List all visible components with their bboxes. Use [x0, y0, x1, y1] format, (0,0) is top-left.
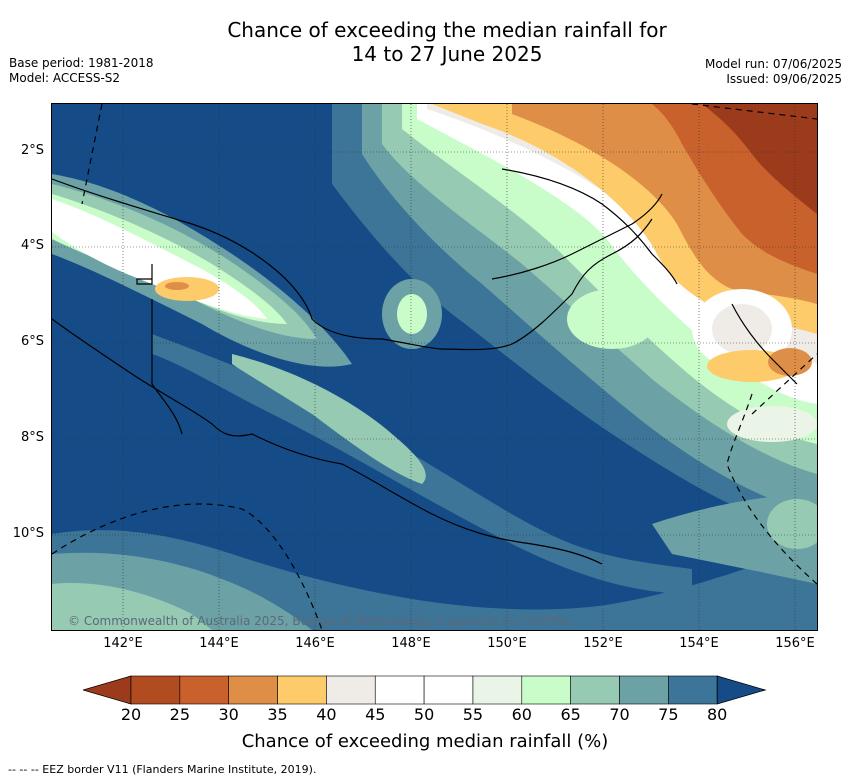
colorbar-segment [374, 675, 425, 705]
fill-orange-west [165, 282, 189, 290]
colorbar-segment [619, 675, 669, 705]
lat-tick-8s: 8°S [20, 430, 44, 445]
fill-white-newbritain [397, 294, 427, 334]
lon-tick-152e: 152°E [583, 636, 623, 651]
run-info: Model run: 07/06/2025 Issued: 09/06/2025 [705, 57, 842, 87]
model-name: Model: ACCESS-S2 [9, 71, 121, 85]
fill-seagreen-south [52, 583, 212, 630]
fill-yellow-west [155, 277, 219, 301]
map-title: Chance of exceeding the median rainfall … [0, 18, 850, 66]
colorbar-tick-label: 20 [120, 705, 142, 724]
bougainville-coast [731, 303, 798, 385]
colorbar-svg [81, 675, 767, 705]
model-run-date: Model run: 07/06/2025 [704, 57, 842, 71]
lon-tick-142e: 142°E [103, 636, 143, 651]
colorbar-tick-label: 80 [707, 705, 728, 724]
colorbar-high-extend [716, 675, 767, 705]
lon-tick-154e: 154°E [679, 636, 719, 651]
fill-brown-ne [702, 104, 817, 214]
new-guinea-coast-north [52, 178, 653, 351]
title-line-1: Chance of exceeding the median rainfall … [227, 18, 667, 42]
colorbar-tick-label: 55 [462, 705, 484, 724]
lat-tick-4s: 4°S [20, 238, 44, 253]
colorbar-tick-label: 75 [658, 705, 679, 724]
colorbar-tick-label: 50 [413, 705, 435, 724]
lat-tick-10s: 10°S [12, 526, 44, 541]
fill-grey-island [712, 304, 772, 354]
colorbar-tick-label: 65 [560, 705, 581, 724]
colorbar-segment [668, 675, 718, 705]
new-guinea-coast-south [52, 318, 603, 565]
colorbar-segment [326, 675, 376, 705]
colorbar-segment [472, 675, 523, 705]
coastlines [52, 168, 798, 565]
new-britain-coast [491, 193, 663, 280]
fill-lightgreen-newbritain [567, 289, 657, 349]
colorbar-tick-label: 60 [511, 705, 532, 724]
colorbar-tick-label: 45 [365, 705, 386, 724]
colorbar-segment [423, 675, 474, 705]
lon-tick-146e: 146°E [295, 636, 335, 651]
lon-tick-144e: 144°E [199, 636, 239, 651]
map-canvas [52, 104, 817, 630]
colorbar-segment [570, 675, 620, 705]
colorbar-tick-label: 25 [169, 705, 191, 724]
colorbar-low-extend [81, 675, 132, 705]
lon-tick-150e: 150°E [487, 636, 527, 651]
rainfall-map [51, 103, 818, 631]
colorbar [81, 675, 768, 705]
colorbar-segment [228, 675, 278, 705]
border-west [136, 264, 183, 435]
new-ireland-coast [501, 168, 678, 285]
copyright-text: © Commonwealth of Australia 2025, Bureau… [68, 614, 574, 628]
lat-tick-6s: 6°S [20, 334, 44, 349]
colorbar-segment [179, 675, 229, 705]
fill-lightgreen-east [727, 406, 817, 442]
fill-blue-central [152, 334, 692, 594]
colorbar-segment [277, 675, 327, 705]
colorbar-tick-label: 70 [609, 705, 630, 724]
colorbar-segment [130, 675, 181, 705]
colorbar-title: Chance of exceeding median rainfall (%) [241, 731, 609, 752]
colorbar-tick-label: 30 [218, 705, 239, 724]
fill-seagreen-southeast [767, 499, 817, 549]
colorbar-segment [521, 675, 571, 705]
lon-tick-156e: 156°E [775, 636, 815, 651]
lon-tick-148e: 148°E [391, 636, 431, 651]
colorbar-tick-label: 35 [267, 705, 288, 724]
colorbar-tick-label: 40 [316, 705, 337, 724]
lat-tick-2s: 2°S [20, 143, 44, 158]
base-period: Base period: 1981-2018 [9, 56, 154, 70]
fill-seagreen-central [232, 354, 426, 484]
eez-borders [52, 104, 817, 630]
issued-date: Issued: 09/06/2025 [726, 72, 842, 86]
base-period-info: Base period: 1981-2018 Model: ACCESS-S2 [9, 56, 154, 86]
eez-legend-note: -- -- -- EEZ border V11 (Flanders Marine… [8, 763, 317, 776]
title-line-2: 14 to 27 June 2025 [351, 42, 543, 66]
gridlines [52, 104, 817, 630]
